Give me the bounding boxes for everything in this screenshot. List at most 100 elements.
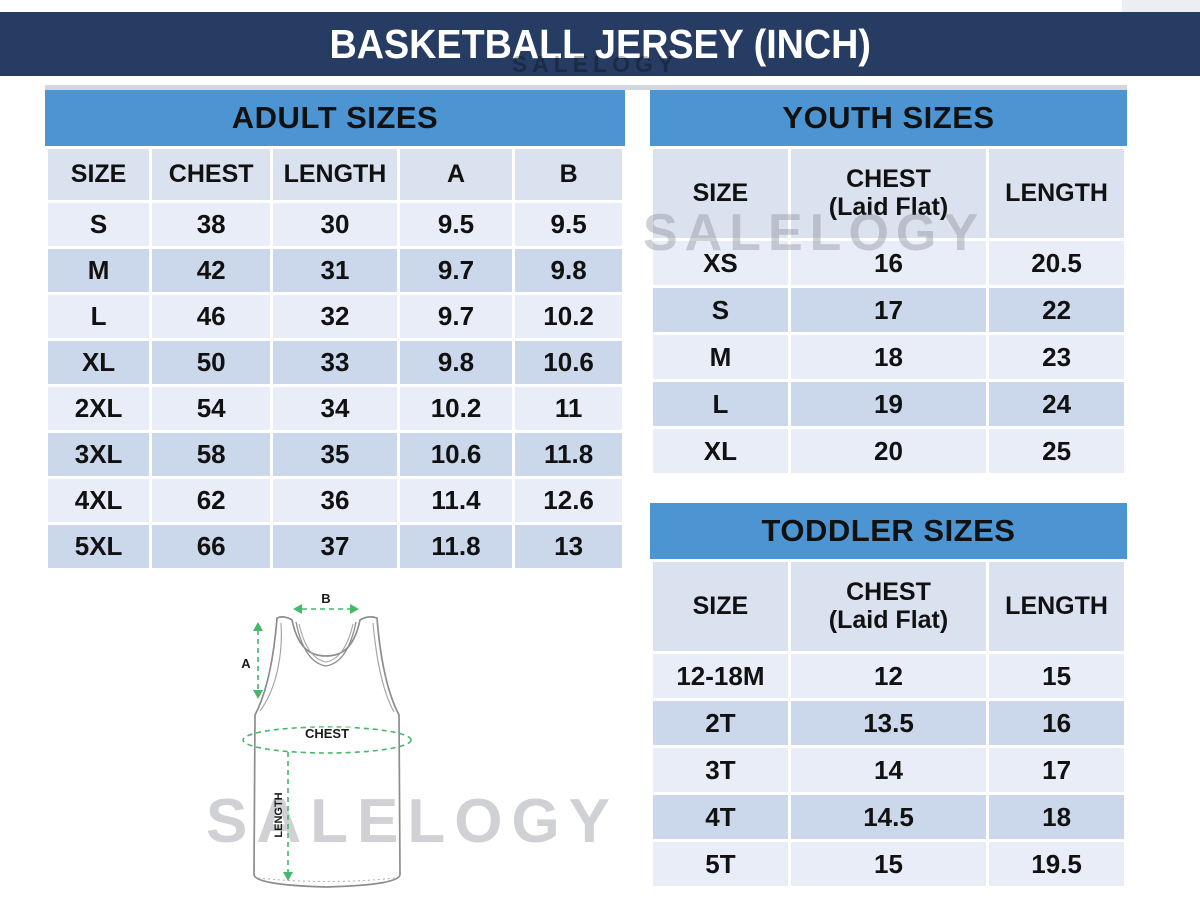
table-row: 5T 15 19.5 (653, 842, 1124, 886)
table-row: M 18 23 (653, 335, 1124, 379)
table-cell: 9.8 (399, 341, 513, 384)
toddler-table-title: TODDLER SIZES (650, 503, 1127, 559)
table-cell: 34 (273, 387, 397, 430)
table-cell: 50 (152, 341, 271, 384)
chest-line (242, 726, 412, 754)
table-row: 3XL 58 35 10.6 11.8 (48, 433, 622, 476)
table-cell: 30 (273, 203, 397, 246)
table-cell: 58 (152, 433, 271, 476)
column-header: CHEST (Laid Flat) (790, 562, 987, 651)
table-cell: 12 (790, 654, 987, 698)
length-label: LENGTH (273, 792, 285, 837)
table-cell: 9.5 (515, 203, 622, 246)
column-header: SIZE (653, 149, 788, 238)
column-header-label: SIZE (692, 591, 749, 620)
table-cell: 12.6 (515, 479, 622, 522)
table-cell: 16 (989, 701, 1124, 745)
table-row: XL 20 25 (653, 429, 1124, 473)
table-cell: 23 (989, 335, 1124, 379)
table-cell: 17 (989, 748, 1124, 792)
table-row: L 19 24 (653, 382, 1124, 426)
watermark-bottom-area: SALELOGY (206, 787, 620, 856)
table-cell: 13.5 (790, 701, 987, 745)
table-cell: 20.5 (989, 241, 1124, 285)
table-cell: 25 (989, 429, 1124, 473)
table-row: 4XL 62 36 11.4 12.6 (48, 479, 622, 522)
table-cell: 19 (790, 382, 987, 426)
size-cell: 5T (653, 842, 788, 886)
page-title: BASKETBALL JERSEY (INCH) (329, 20, 871, 67)
column-header-label: LENGTH (1005, 178, 1108, 207)
column-header: A (399, 149, 513, 200)
b-label: B (321, 591, 330, 606)
table-row: 4T 14.5 18 (653, 795, 1124, 839)
table-cell: 54 (152, 387, 271, 430)
table-cell: 35 (273, 433, 397, 476)
table-cell: 10.2 (515, 295, 622, 338)
jersey-outline (253, 616, 401, 888)
table-cell: 62 (152, 479, 271, 522)
table-cell: 24 (989, 382, 1124, 426)
column-header: LENGTH (989, 562, 1124, 651)
column-header-sublabel: (Laid Flat) (828, 192, 949, 221)
table-cell: 32 (273, 295, 397, 338)
table-cell: 11 (515, 387, 622, 430)
column-header-label: LENGTH (1005, 591, 1108, 620)
column-header-label: SIZE (692, 178, 749, 207)
table-cell: 10.2 (399, 387, 513, 430)
corner-tint (1122, 0, 1200, 12)
table-row: 12-18M 12 15 (653, 654, 1124, 698)
column-header: CHEST (Laid Flat) (790, 149, 987, 238)
table-header-row: SIZE CHEST (Laid Flat) LENGTH (653, 149, 1124, 238)
table-cell: 33 (273, 341, 397, 384)
table-row: 2T 13.5 16 (653, 701, 1124, 745)
table-cell: 11.8 (399, 525, 513, 568)
arrowheads (253, 604, 359, 881)
adult-table: SIZE CHEST LENGTH A B S 38 30 9.5 9.5 M (45, 146, 625, 571)
table-cell: 16 (790, 241, 987, 285)
table-cell: 46 (152, 295, 271, 338)
table-cell: 42 (152, 249, 271, 292)
watermark-banner: SALELOGY (511, 51, 679, 77)
youth-sizes-table: YOUTH SIZES SIZE CHEST (Laid Flat) LENGT… (650, 90, 1127, 476)
youth-table: SIZE CHEST (Laid Flat) LENGTH XS 16 20.5 (650, 146, 1127, 476)
table-cell: 15 (989, 654, 1124, 698)
size-cell: 12-18M (653, 654, 788, 698)
title-banner: BASKETBALL JERSEY (INCH) SALELOGY (0, 12, 1200, 77)
table-cell: 15 (790, 842, 987, 886)
size-cell: XS (653, 241, 788, 285)
table-cell: 66 (152, 525, 271, 568)
size-cell: S (48, 203, 150, 246)
youth-table-title: YOUTH SIZES (650, 90, 1127, 146)
column-header: CHEST (152, 149, 271, 200)
table-cell: 9.7 (399, 249, 513, 292)
table-cell: 20 (790, 429, 987, 473)
adult-sizes-table: ADULT SIZES SIZE CHEST LENGTH A B S 38 (45, 90, 625, 571)
table-cell: 9.5 (399, 203, 513, 246)
size-cell: 4XL (48, 479, 150, 522)
table-header-row: SIZE CHEST (Laid Flat) LENGTH (653, 562, 1124, 651)
size-cell: L (653, 382, 788, 426)
toddler-sizes-table: TODDLER SIZES SIZE CHEST (Laid Flat) LEN… (650, 503, 1127, 889)
column-header-sublabel: (Laid Flat) (828, 605, 949, 634)
table-header-row: SIZE CHEST LENGTH A B (48, 149, 622, 200)
watermark-youth-area: SALELOGY (643, 204, 986, 262)
table-cell: 19.5 (989, 842, 1124, 886)
table-row: XS 16 20.5 (653, 241, 1124, 285)
size-cell: 3T (653, 748, 788, 792)
table-cell: 9.7 (399, 295, 513, 338)
size-cell: L (48, 295, 150, 338)
table-row: S 17 22 (653, 288, 1124, 332)
size-cell: XL (653, 429, 788, 473)
size-cell: M (48, 249, 150, 292)
size-cell: S (653, 288, 788, 332)
table-cell: 31 (273, 249, 397, 292)
table-row: 3T 14 17 (653, 748, 1124, 792)
table-cell: 37 (273, 525, 397, 568)
table-cell: 22 (989, 288, 1124, 332)
table-cell: 10.6 (515, 341, 622, 384)
size-cell: 2XL (48, 387, 150, 430)
measurement-arrows (242, 608, 412, 873)
size-cell: 5XL (48, 525, 150, 568)
table-row: XL 50 33 9.8 10.6 (48, 341, 622, 384)
